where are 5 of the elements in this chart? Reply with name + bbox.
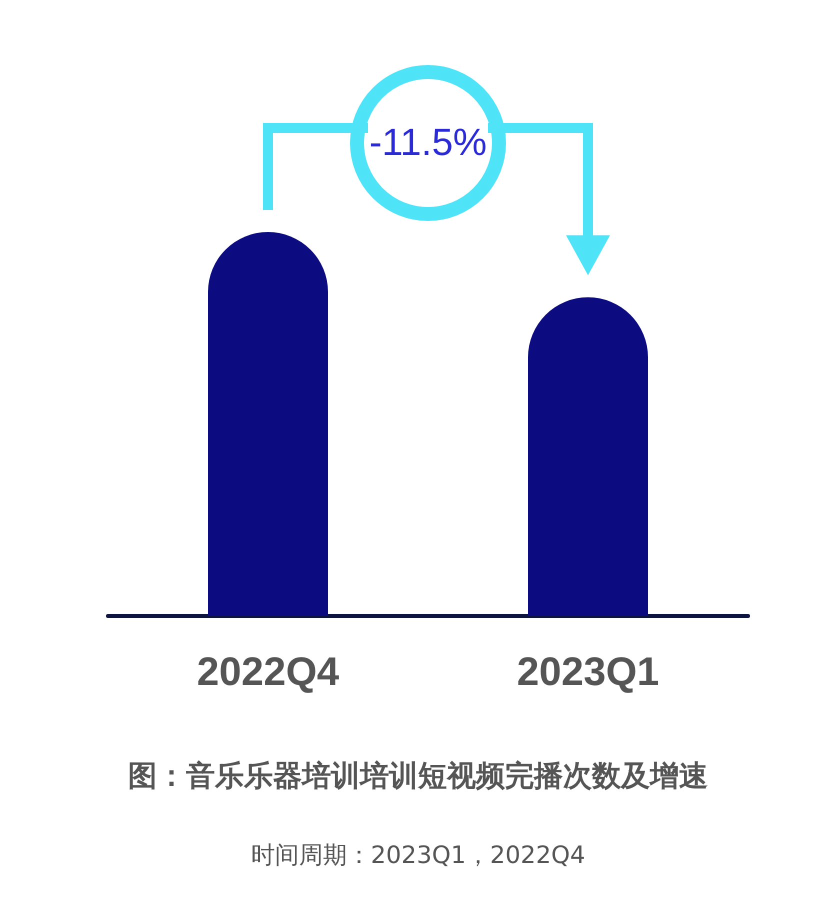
x-tick-label: 2022Q4 [196, 650, 340, 694]
text: -11.5% [369, 122, 487, 164]
x-tick-label: 2023Q1 [516, 650, 660, 694]
text: 时间周期：2023Q1，2022Q4 [250, 841, 586, 869]
text: 图：音乐乐器培训培训短视频完播次数及增速 [128, 758, 708, 792]
